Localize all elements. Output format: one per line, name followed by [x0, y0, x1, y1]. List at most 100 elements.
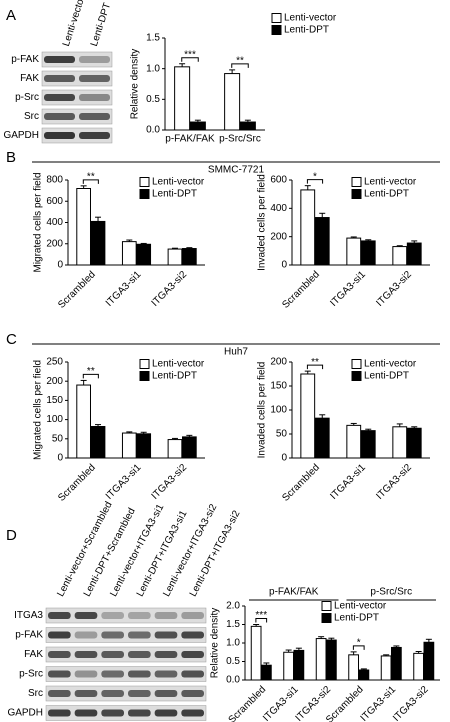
blot-band	[74, 631, 98, 639]
legend-swatch	[139, 177, 150, 187]
blot-band	[101, 670, 124, 678]
lane-label: Lenti-DPT	[89, 2, 113, 48]
row-label: GAPDH	[3, 130, 39, 141]
blot-band	[128, 690, 151, 697]
blot-band	[44, 132, 75, 139]
bar	[380, 655, 392, 681]
blot-band	[128, 631, 151, 639]
legend-label: Lenti-DPT	[364, 371, 409, 382]
y-tick-label: 0.0	[226, 675, 240, 686]
legend-swatch	[271, 13, 282, 23]
x-tick-label: Scrambled	[280, 462, 322, 504]
blot-strip	[45, 607, 207, 624]
row-label: GAPDH	[7, 708, 43, 719]
x-tick-label: ITGA3-si2	[374, 269, 414, 309]
blot-band	[181, 612, 204, 619]
lane-label: Lenti-vector	[61, 0, 88, 48]
section-title: Huh7	[224, 347, 248, 358]
x-tick-label: ITGA3-si1	[328, 462, 368, 502]
legend-label: Lenti-DPT	[334, 613, 379, 624]
blot-band	[79, 94, 110, 101]
y-tick-label: 200	[46, 376, 63, 387]
bar	[250, 625, 262, 681]
legend-swatch	[139, 359, 150, 369]
blot-band	[79, 132, 110, 139]
blot-strip	[45, 627, 207, 643]
y-tick-label: 1.0	[146, 63, 160, 74]
row-label: Src	[24, 111, 39, 122]
y-tick-label: 200	[46, 238, 63, 249]
bar	[167, 439, 183, 459]
legend-swatch	[351, 189, 362, 199]
x-tick-label: ITGA3-si1	[328, 269, 368, 309]
significance-bracket	[181, 57, 199, 62]
bar	[300, 189, 316, 266]
bar	[390, 646, 402, 681]
blot-band	[181, 631, 204, 639]
lane-label: Lenti-DPT+ITGA3-si2	[188, 508, 243, 598]
y-tick-label: 50	[276, 429, 288, 440]
significance-bracket	[82, 179, 99, 184]
y-axis-label: Invaded cells per field	[257, 362, 268, 459]
bar	[239, 121, 256, 131]
bar	[314, 217, 330, 266]
y-tick-label: 800	[46, 175, 63, 186]
blot-band	[74, 670, 98, 678]
x-tick-label: ITGA3-si2	[150, 269, 190, 309]
y-tick-label: 0.0	[146, 125, 160, 136]
blot-band	[154, 651, 178, 658]
y-tick-label: 200	[270, 357, 287, 368]
blot-band	[181, 709, 204, 717]
significance-label: ***	[255, 610, 267, 621]
blot-strip	[41, 89, 113, 106]
blot-band	[101, 690, 124, 697]
bar	[346, 424, 362, 459]
blot-strip	[45, 646, 207, 663]
blot-band	[44, 113, 75, 120]
blot-band	[74, 651, 98, 658]
y-tick-label: 0	[281, 260, 287, 271]
x-tick-label: Scrambled	[56, 462, 98, 504]
significance-bracket	[255, 618, 268, 623]
bar	[300, 373, 316, 459]
bar	[392, 246, 408, 266]
bar	[76, 384, 91, 459]
blot-band	[79, 56, 110, 63]
legend-label: Lenti-DPT	[284, 25, 329, 36]
blot-band	[48, 651, 71, 658]
legend-swatch	[351, 359, 362, 369]
row-label: FAK	[24, 649, 43, 660]
blot-band	[154, 631, 178, 639]
y-tick-label: 150	[270, 381, 287, 392]
y-tick-label: 600	[46, 196, 63, 207]
legend-swatch	[351, 177, 362, 187]
row-label: p-FAK	[15, 630, 43, 641]
bar	[423, 641, 435, 681]
blot-band	[181, 651, 204, 658]
significance-bracket	[82, 373, 99, 379]
bar	[358, 669, 370, 681]
blot-band	[181, 690, 204, 697]
y-tick-label: 1.5	[146, 33, 160, 44]
blot-strip	[41, 70, 113, 87]
legend-label: Lenti-vector	[152, 359, 205, 370]
y-tick-label: 600	[270, 175, 287, 186]
panel-label: B	[6, 149, 16, 166]
significance-label: ***	[184, 49, 196, 60]
bar	[346, 237, 362, 266]
bar	[182, 436, 197, 459]
legend-swatch	[139, 371, 150, 381]
row-label: p-Src	[15, 92, 39, 103]
row-label: Src	[28, 688, 43, 699]
blot-band	[74, 709, 98, 717]
panel-label: D	[6, 527, 17, 544]
row-label: FAK	[20, 73, 39, 84]
bar	[224, 73, 241, 131]
blot-strip	[41, 51, 113, 68]
blot-band	[154, 670, 178, 678]
y-tick-label: 400	[270, 203, 287, 214]
blot-band	[44, 75, 75, 82]
blot-strip	[41, 127, 113, 144]
legend-swatch	[351, 371, 362, 381]
y-tick-label: 0	[57, 453, 63, 464]
